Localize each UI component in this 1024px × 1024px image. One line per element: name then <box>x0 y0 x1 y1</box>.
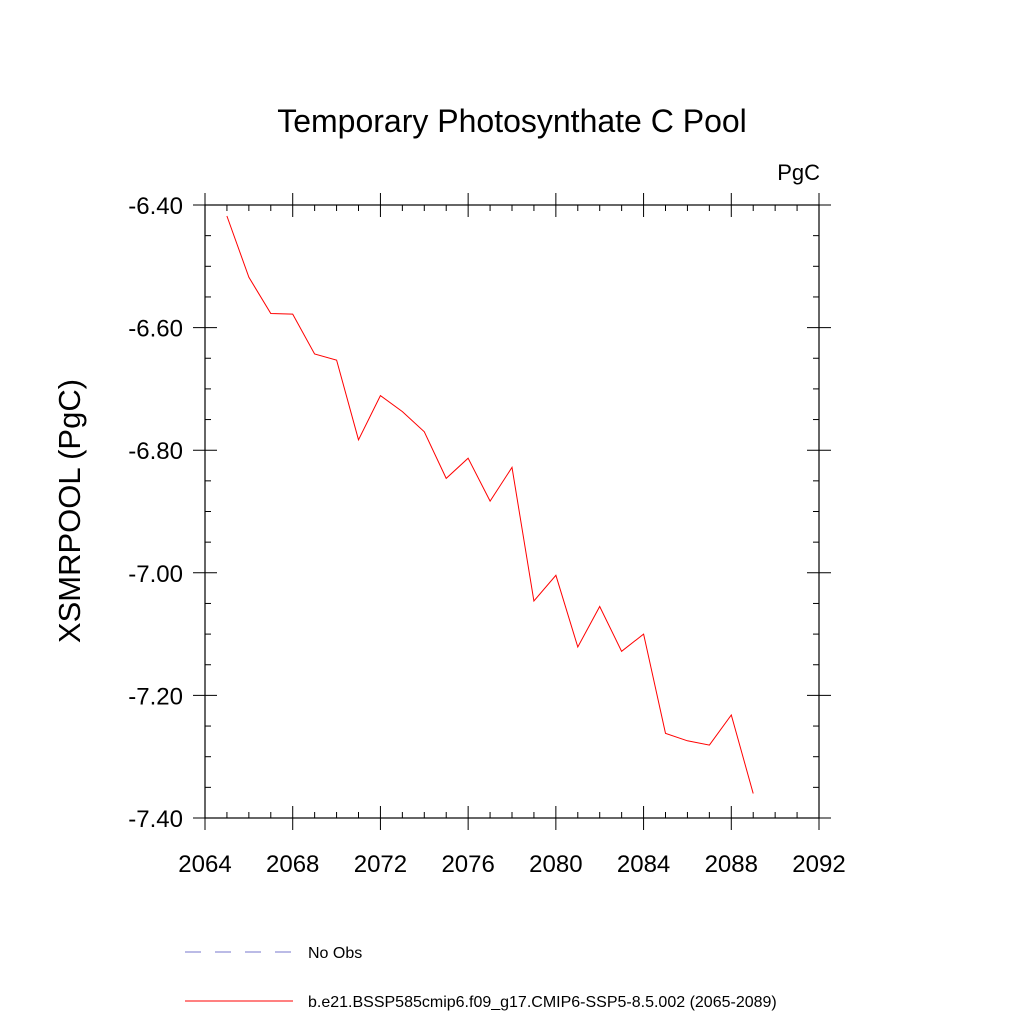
series-lines <box>226 215 754 794</box>
x-tick-label: 2068 <box>266 851 319 878</box>
legend: No Obs b.e21.BSSP585cmip6.f09_g17.CMIP6-S… <box>185 945 777 1011</box>
x-tick-label: 2072 <box>354 851 407 878</box>
x-tick-label: 2084 <box>617 851 670 878</box>
chart-title: Temporary Photosynthate C Pool <box>277 103 747 139</box>
major-ticks <box>193 193 831 830</box>
minor-ticks <box>205 205 819 818</box>
plot-frame <box>204 204 820 819</box>
y-tick-label: -6.80 <box>128 438 183 465</box>
y-tick-label: -6.60 <box>128 316 183 343</box>
units-label: PgC <box>777 160 820 185</box>
y-tick-label: -7.00 <box>128 561 183 588</box>
series-line <box>226 215 754 794</box>
x-tick-label: 2092 <box>792 851 845 878</box>
y-tick-label: -7.20 <box>128 683 183 710</box>
x-tick-label: 2064 <box>178 851 231 878</box>
y-tick-label: -6.40 <box>128 193 183 220</box>
y-axis-label: XSMRPOOL (PgC) <box>52 379 87 643</box>
x-tick-labels: 2064 2068 2072 2076 2080 2084 2088 2092 <box>178 851 845 878</box>
x-tick-label: 2080 <box>529 851 582 878</box>
y-tick-label: -7.40 <box>128 806 183 833</box>
legend-label: b.e21.BSSP585cmip6.f09_g17.CMIP6-SSP5-8.… <box>308 994 777 1011</box>
legend-label: No Obs <box>308 945 362 962</box>
x-tick-label: 2088 <box>705 851 758 878</box>
y-tick-labels: -6.40 -6.60 -6.80 -7.00 -7.20 -7.40 <box>128 193 183 833</box>
x-tick-label: 2076 <box>441 851 494 878</box>
